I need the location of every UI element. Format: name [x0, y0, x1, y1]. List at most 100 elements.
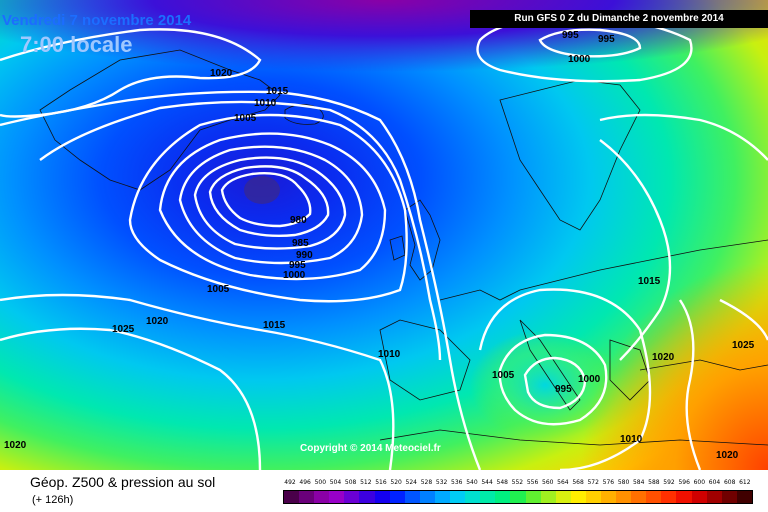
legend-tick: 520 — [390, 479, 402, 486]
isobar-label: 1020 — [716, 450, 739, 461]
legend-swatch — [676, 491, 692, 503]
ireland-outline — [389, 235, 406, 261]
isobar-labels: 1020 1015 1010 1005 980 985 990 995 1000… — [4, 30, 755, 461]
legend-tick: 600 — [693, 479, 706, 486]
isobar-985-ring — [208, 165, 330, 238]
isobar-label: 995 — [598, 34, 615, 45]
legend-swatch — [600, 491, 617, 503]
legend-swatch — [540, 491, 556, 503]
legend-swatch — [525, 491, 541, 503]
legend-swatch — [434, 491, 451, 503]
isobar-1000-med-low — [498, 333, 608, 426]
legend-swatch — [374, 491, 390, 503]
isobar-1020-east — [679, 299, 702, 470]
legend-swatch — [389, 491, 405, 503]
legend-swatch — [404, 491, 420, 503]
isobar-lines — [0, 16, 768, 470]
isobar-label: 995 — [562, 30, 579, 41]
legend-swatch — [284, 491, 300, 503]
legend-swatch — [465, 491, 481, 503]
legend-tick: 576 — [602, 479, 615, 486]
legend-tick: 572 — [587, 479, 599, 486]
legend-tick: 524 — [405, 479, 417, 486]
isobar-1020-south — [0, 293, 395, 470]
legend-tick: 596 — [678, 479, 690, 486]
europe-coast — [439, 239, 768, 301]
legend-tick: 492 — [284, 479, 296, 486]
legend-tick-labels: 492 496 500 504 508 512 516 520 524 528 532 536 540 5… — [283, 479, 753, 489]
legend-tick: 604 — [708, 479, 721, 486]
isobar-label: 980 — [290, 215, 307, 226]
isobar-1015-main — [0, 90, 482, 470]
legend-tick: 608 — [723, 479, 736, 486]
eastern-ridge-shading — [560, 240, 768, 470]
legend-panel: Géop. Z500 & pression au sol (+ 126h) 49… — [0, 470, 768, 512]
legend-tick: 536 — [451, 479, 463, 486]
isobar-980-ring — [220, 172, 312, 228]
pressure-map: 1020 1015 1010 1005 980 985 990 995 1000… — [0, 0, 768, 470]
isobar-label: 995 — [289, 260, 306, 271]
isobar-label: 1020 — [4, 440, 27, 451]
legend-swatch — [721, 491, 737, 503]
legend-swatch — [299, 491, 315, 503]
legend-tick: 592 — [663, 479, 675, 486]
isobar-1010-ne — [599, 113, 768, 161]
legend-swatch — [691, 491, 707, 503]
isobar-995-ring — [178, 145, 364, 265]
legend-tick: 544 — [481, 479, 493, 486]
iberia-outline — [379, 319, 471, 401]
isobar-label: 1000 — [568, 54, 591, 65]
legend-tick: 540 — [466, 479, 478, 486]
legend-tick: 532 — [435, 479, 448, 486]
isobar-1025 — [0, 327, 262, 470]
isobar-label: 995 — [555, 384, 572, 395]
legend-swatch — [585, 491, 601, 503]
legend-swatch — [450, 491, 466, 503]
legend-swatch — [510, 491, 526, 503]
isobar-label: 1025 — [732, 340, 755, 351]
model-run-label: Run GFS 0 Z du Dimanche 2 novembre 2014 — [470, 10, 768, 28]
legend-tick: 512 — [360, 479, 372, 486]
legend-swatch — [570, 491, 586, 503]
isobar-label: 1010 — [378, 349, 401, 360]
isobar-label: 1015 — [638, 276, 661, 287]
isobar-1005-ring — [128, 113, 408, 303]
legend-tick: 584 — [632, 479, 645, 486]
isobar-label: 1015 — [263, 320, 286, 331]
legend-tick: 580 — [617, 479, 630, 486]
copyright-text: Copyright © 2014 Meteociel.fr — [300, 443, 441, 454]
legend-swatch — [480, 491, 496, 503]
legend-tick: 548 — [496, 479, 508, 486]
isobar-1025-east — [719, 298, 768, 341]
isobar-label: 1020 — [652, 352, 675, 363]
isobar-label: 1010 — [620, 434, 643, 445]
color-scale-bar — [283, 490, 753, 504]
isobar-label: 1005 — [207, 284, 230, 295]
legend-swatch — [736, 491, 752, 503]
legend-swatch — [359, 491, 375, 503]
isobar-995-med-low — [523, 356, 587, 410]
isobar-1000-ring — [158, 132, 387, 281]
variable-label: Géop. Z500 & pression au sol — [30, 474, 216, 490]
isobar-label: 990 — [296, 250, 313, 261]
legend-tick: 516 — [375, 479, 387, 486]
north-africa-coast — [379, 429, 768, 446]
legend-tick: 556 — [526, 479, 539, 486]
isobar-label: 1005 — [234, 113, 257, 124]
legend-swatch — [631, 491, 647, 503]
isobar-label: 1000 — [578, 374, 601, 385]
legend-swatch — [314, 491, 330, 503]
legend-swatch — [555, 491, 571, 503]
isobar-label: 1000 — [283, 270, 306, 281]
legend-tick: 552 — [511, 479, 524, 486]
isobar-label: 1015 — [266, 86, 289, 97]
legend-tick: 504 — [329, 479, 342, 486]
isobar-1005-med — [478, 288, 652, 470]
low-center-shading — [244, 176, 280, 204]
legend-tick: 496 — [299, 479, 311, 486]
legend-tick: 612 — [739, 479, 751, 486]
isobar-label: 1025 — [112, 324, 135, 335]
isobar-label: 1020 — [210, 68, 233, 79]
legend-swatch — [495, 491, 511, 503]
